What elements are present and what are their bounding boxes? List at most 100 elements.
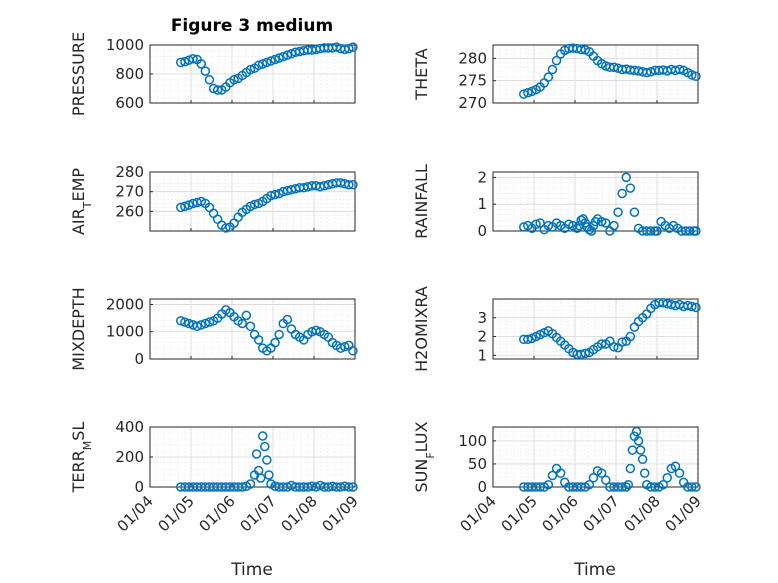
data-point xyxy=(658,479,668,490)
data-point xyxy=(237,318,247,329)
data-point xyxy=(596,468,607,478)
y-axis-label: SUNFLUX xyxy=(412,421,437,492)
data-point xyxy=(266,56,276,66)
y-tick-label: 270 xyxy=(115,183,144,201)
data-point xyxy=(519,89,529,99)
data-point xyxy=(613,207,623,217)
y-tick-label: 275 xyxy=(458,72,487,90)
data-point xyxy=(625,183,636,193)
data-point xyxy=(253,335,264,345)
data-point xyxy=(255,473,266,483)
plot-frame xyxy=(492,298,699,360)
data-point xyxy=(535,218,545,228)
y-tick-label: 3 xyxy=(477,309,487,327)
data-point xyxy=(200,66,211,76)
data-point xyxy=(576,482,586,492)
data-point xyxy=(176,202,186,213)
data-point xyxy=(253,60,264,71)
data-point xyxy=(348,482,358,492)
data-point xyxy=(274,329,284,340)
data-point xyxy=(625,331,636,342)
x-tick-label: 01/06 xyxy=(196,492,239,535)
data-point xyxy=(270,337,280,348)
data-point xyxy=(576,44,586,55)
y-tick-label: 400 xyxy=(115,418,144,436)
x-tick-label: 01/06 xyxy=(539,492,582,535)
data-point xyxy=(258,431,268,441)
data-point xyxy=(523,87,533,98)
y-tick-label: 0 xyxy=(134,478,144,496)
x-tick-label: 01/09 xyxy=(662,492,705,535)
x-tick-label: 01/08 xyxy=(621,492,664,535)
plot-frame xyxy=(149,298,356,360)
data-point xyxy=(348,180,358,190)
data-point xyxy=(270,189,280,200)
x-tick-label: 01/05 xyxy=(155,492,198,535)
data-point xyxy=(196,59,206,69)
x-axis-label-right: Time xyxy=(573,560,616,580)
y-tick-label: 800 xyxy=(115,65,144,83)
y-tick-label: 200 xyxy=(115,448,144,466)
data-point xyxy=(650,482,660,492)
data-point xyxy=(344,180,354,190)
data-point xyxy=(617,188,627,199)
data-point xyxy=(249,199,260,210)
data-point xyxy=(184,200,194,210)
data-point xyxy=(344,43,354,54)
y-tick-label: 270 xyxy=(458,94,487,112)
data-point xyxy=(670,461,681,471)
data-point xyxy=(631,426,642,437)
y-tick-label: 0 xyxy=(477,222,487,240)
data-point xyxy=(588,473,599,483)
y-tick-label: 260 xyxy=(115,202,144,220)
data-point xyxy=(674,468,685,478)
data-point xyxy=(609,220,619,231)
data-point xyxy=(691,226,701,236)
data-point xyxy=(282,314,293,325)
data-point xyxy=(264,470,274,480)
plot-frame xyxy=(492,44,699,104)
y-tick-label: 280 xyxy=(458,49,487,67)
data-point xyxy=(543,479,554,490)
data-point xyxy=(637,454,648,465)
data-point xyxy=(531,219,541,230)
data-point xyxy=(348,42,358,52)
data-point xyxy=(188,54,198,64)
data-point xyxy=(180,317,190,327)
data-point xyxy=(564,219,574,230)
data-point xyxy=(639,468,650,478)
data-point xyxy=(646,226,656,236)
y-tick-label: 600 xyxy=(115,94,144,112)
data-point xyxy=(596,216,607,227)
data-point xyxy=(184,318,194,329)
data-point xyxy=(580,348,590,359)
data-point xyxy=(652,226,662,236)
data-point xyxy=(270,54,280,65)
plot-frame xyxy=(149,171,356,232)
y-tick-label: 0 xyxy=(134,350,144,368)
data-point xyxy=(551,55,562,66)
data-point xyxy=(642,67,652,78)
data-point xyxy=(200,318,211,329)
data-point xyxy=(221,223,231,233)
data-point xyxy=(262,57,272,68)
y-axis-label: H2OMIXRA xyxy=(412,286,431,372)
data-point xyxy=(180,56,190,67)
data-point xyxy=(278,51,288,62)
data-point xyxy=(621,172,631,183)
data-point xyxy=(282,50,293,60)
data-point xyxy=(691,482,701,492)
data-point xyxy=(344,482,354,492)
y-axis-label: MIXDEPTH xyxy=(69,287,88,370)
data-point xyxy=(543,72,554,82)
subplot-mixdepth: 0 1000 2000 MIXDEPTH xyxy=(69,287,358,371)
y-axis-label: THETA xyxy=(412,48,431,100)
data-point xyxy=(601,475,611,485)
data-point xyxy=(245,479,256,489)
data-point xyxy=(547,470,558,481)
data-point xyxy=(245,321,256,332)
y-axis-label: PRESSURE xyxy=(69,32,88,116)
